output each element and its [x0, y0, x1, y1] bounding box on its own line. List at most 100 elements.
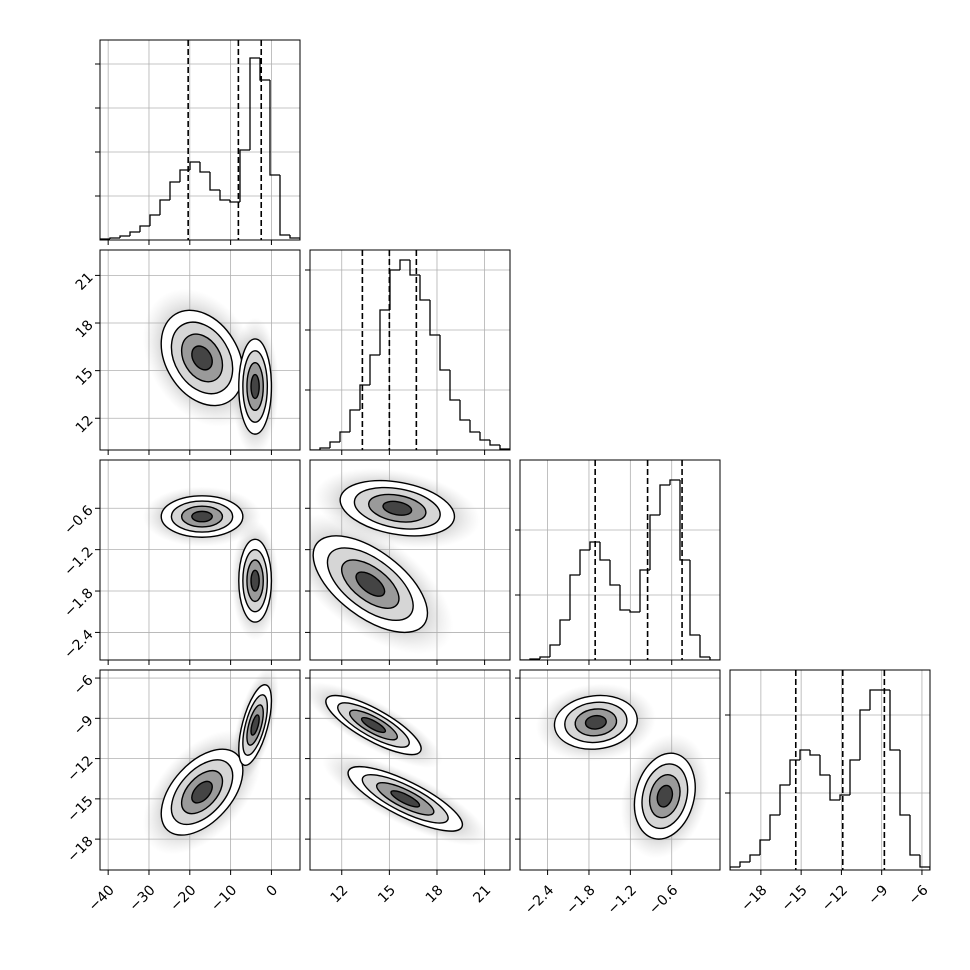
y-tick-label: −6: [71, 672, 97, 698]
x-tick-label: −20: [167, 882, 199, 914]
histogram-bin: [129, 231, 140, 236]
histogram-bin: [179, 169, 190, 182]
y-tick-label: −18: [64, 833, 96, 865]
histogram-bin: [699, 635, 710, 658]
histogram-bin: [829, 775, 840, 801]
histogram-bin: [359, 384, 370, 410]
histogram-bin: [449, 370, 460, 401]
histogram-bin: [859, 709, 870, 760]
histogram-bin: [789, 759, 800, 785]
histogram-bin: [899, 750, 910, 816]
histogram-bin: [229, 200, 240, 203]
histogram-bin: [339, 431, 350, 442]
histogram-bin: [219, 190, 230, 201]
panel-frame: [309, 249, 511, 451]
histogram-bin: [779, 784, 790, 815]
panel-frame: [519, 459, 721, 661]
histogram-bin: [249, 57, 260, 150]
y-tick-label: −1.8: [61, 585, 96, 620]
histogram-bin: [189, 161, 200, 170]
histogram-bin: [100, 238, 110, 240]
panel: [310, 670, 510, 870]
histogram-bin: [419, 275, 430, 301]
histogram-bin: [589, 541, 600, 550]
x-tick-label: −1.2: [605, 882, 640, 917]
histogram-bin: [659, 484, 670, 515]
panel-frame: [519, 669, 721, 871]
x-tick-label: 15: [375, 882, 399, 906]
y-tick-label: −1.2: [61, 544, 96, 579]
histogram-bin: [259, 58, 270, 81]
histogram-bin: [679, 480, 690, 561]
panel: [100, 40, 300, 240]
x-tick-label: −15: [779, 882, 811, 914]
panel: [100, 250, 300, 450]
histogram-bin: [559, 619, 570, 645]
histogram-bin: [749, 854, 760, 862]
histogram-bin: [379, 309, 390, 355]
histogram-bin: [469, 420, 480, 433]
contour: [191, 345, 213, 371]
histogram-bin: [119, 235, 130, 238]
histogram-bin: [539, 656, 550, 659]
x-tick-label: 12: [327, 882, 351, 906]
histogram-bin: [669, 479, 680, 485]
histogram-bin: [730, 866, 740, 870]
histogram-bin: [569, 574, 580, 620]
contour: [250, 569, 260, 592]
panel: [730, 670, 930, 870]
x-tick-label: −18: [738, 882, 770, 914]
x-tick-label: −40: [86, 882, 118, 914]
y-tick-label: 12: [73, 413, 97, 437]
contour: [191, 510, 213, 523]
x-tick-label: 18: [423, 882, 447, 906]
panel-frame: [729, 669, 931, 871]
y-tick-label: −0.6: [61, 503, 96, 538]
x-tick-label: −1.8: [563, 882, 598, 917]
panel: [100, 460, 300, 660]
histogram-bin: [389, 269, 400, 310]
panel: [310, 460, 510, 660]
histogram-bin: [819, 755, 830, 776]
y-tick-label: −2.4: [61, 627, 96, 662]
contour: [250, 714, 260, 736]
contour: [355, 571, 386, 597]
histogram-bin: [399, 259, 410, 270]
histogram-bin: [369, 354, 380, 385]
panel-frame: [99, 669, 301, 871]
histogram-bin: [439, 335, 450, 371]
histogram-bin: [909, 815, 920, 856]
histogram-bin: [139, 225, 150, 232]
y-tick-label: 15: [73, 365, 97, 389]
histogram-bin: [709, 657, 720, 660]
y-tick-label: 18: [73, 317, 97, 341]
contour: [656, 784, 674, 808]
y-tick-label: 21: [73, 270, 97, 294]
histogram-bin: [329, 441, 340, 448]
panel: [520, 460, 720, 660]
histogram-bin: [889, 690, 900, 751]
contour: [250, 373, 260, 400]
histogram-bin: [209, 172, 220, 191]
histogram-bin: [599, 542, 610, 561]
histogram-bin: [689, 560, 700, 636]
histogram-bin: [649, 514, 660, 570]
histogram-bin: [289, 235, 300, 240]
contour: [382, 500, 413, 516]
histogram-bin: [409, 260, 420, 276]
histogram-bin: [109, 237, 120, 239]
x-tick-label: −6: [906, 882, 932, 908]
histogram-bin: [799, 749, 810, 760]
histogram-bin: [869, 689, 880, 710]
histogram-bin: [919, 855, 930, 870]
histogram-bin: [759, 839, 770, 855]
histogram-bin: [639, 569, 650, 612]
panel: [520, 670, 720, 870]
histogram-bin: [489, 440, 500, 446]
contour: [191, 780, 213, 804]
panel: [100, 670, 300, 870]
histogram-bin: [279, 175, 290, 236]
panel-frame: [309, 459, 511, 661]
histogram-bin: [579, 549, 590, 575]
contour: [390, 790, 421, 808]
